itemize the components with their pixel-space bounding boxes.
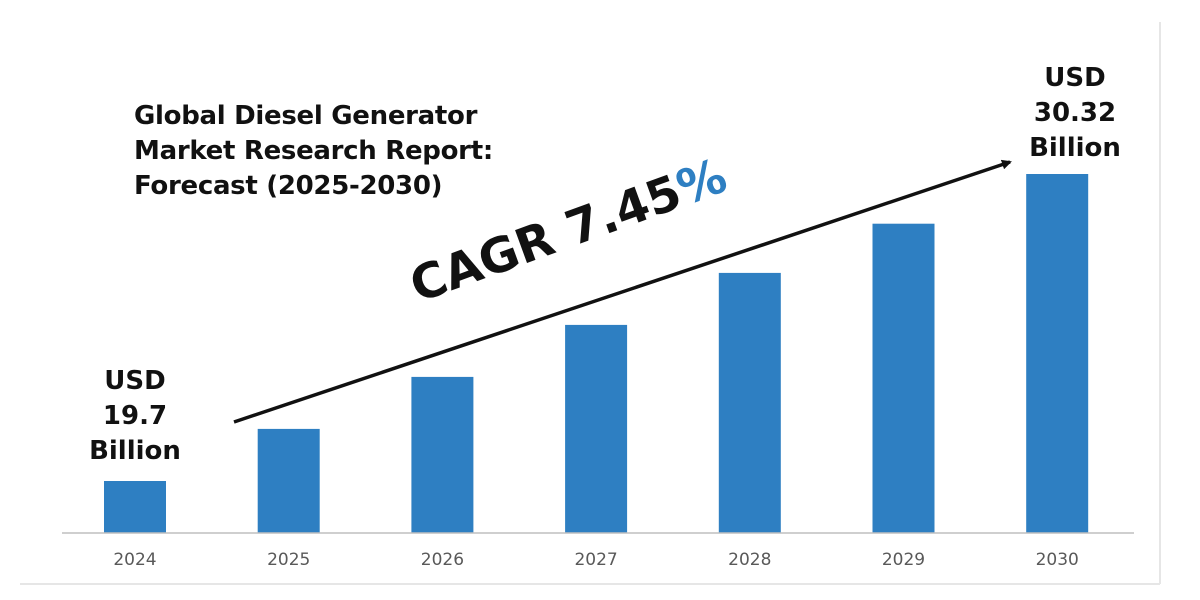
bar-2030 xyxy=(1026,174,1089,533)
x-tick-label-2024: 2024 xyxy=(113,550,156,570)
x-tick-label-2025: 2025 xyxy=(267,550,310,570)
bar-2025 xyxy=(257,428,320,533)
bar-2028 xyxy=(718,272,781,533)
bar-2027 xyxy=(565,324,628,533)
chart-title-line-3: Forecast (2025-2030) xyxy=(134,171,443,201)
chart-title: Global Diesel Generator Market Research … xyxy=(134,99,493,204)
cagr-arrow xyxy=(233,159,1012,424)
start-value-callout: USD 19.7 Billion xyxy=(70,364,200,469)
bar-2024 xyxy=(104,481,166,533)
chart-title-line-1: Global Diesel Generator xyxy=(134,101,478,131)
x-tick-label-2026: 2026 xyxy=(421,550,464,570)
x-tick-label-2027: 2027 xyxy=(574,550,617,570)
start-callout-line-2: 19.7 xyxy=(102,401,168,431)
x-tick-label-2030: 2030 xyxy=(1036,550,1079,570)
end-callout-line-2: 30.32 xyxy=(1033,98,1117,128)
bar-2026 xyxy=(411,376,474,533)
x-tick-label-2028: 2028 xyxy=(728,550,771,570)
bar-series xyxy=(104,174,1089,533)
end-callout-line-3: Billion xyxy=(1029,133,1121,163)
start-callout-line-3: Billion xyxy=(89,436,181,466)
end-callout-line-1: USD xyxy=(1044,63,1106,93)
end-value-callout: USD 30.32 Billion xyxy=(1010,61,1140,166)
start-callout-line-1: USD xyxy=(104,366,166,396)
x-tick-labels: 2024 2025 2026 2027 2028 2029 2030 xyxy=(113,550,1078,570)
x-tick-label-2029: 2029 xyxy=(882,550,925,570)
bar-2029 xyxy=(872,223,935,533)
chart-title-line-2: Market Research Report: xyxy=(134,136,493,166)
